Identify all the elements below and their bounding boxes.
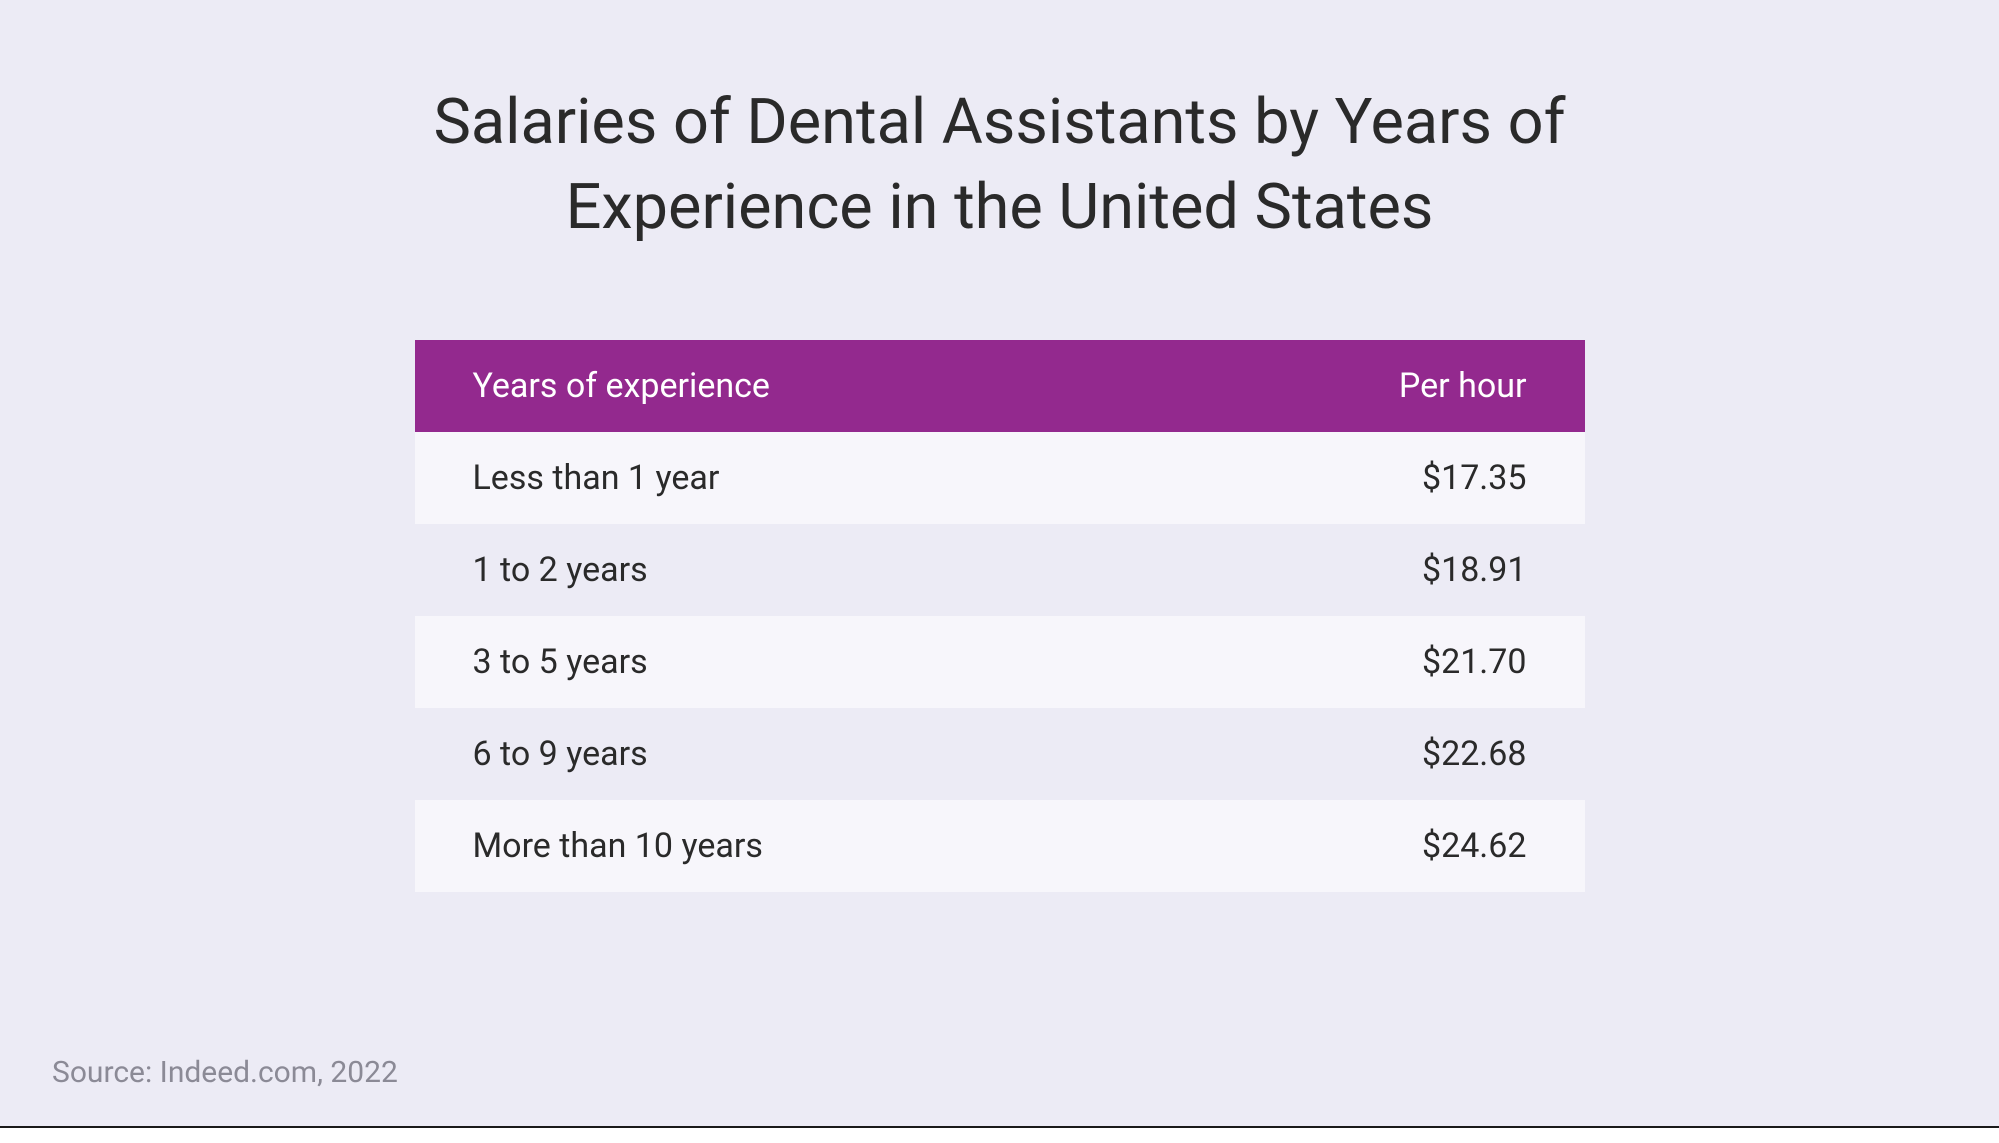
table-cell-experience: More than 10 years <box>473 826 763 866</box>
table-cell-perhour: $17.35 <box>1422 458 1527 498</box>
table-cell-experience: 6 to 9 years <box>473 734 648 774</box>
table-cell-experience: Less than 1 year <box>473 458 720 498</box>
table-header: Years of experience Per hour <box>415 340 1585 432</box>
table-row: More than 10 years $24.62 <box>415 800 1585 892</box>
content-panel: Salaries of Dental Assistants by Years o… <box>0 0 1999 1128</box>
source-attribution: Source: Indeed.com, 2022 <box>52 1055 398 1090</box>
table-cell-perhour: $22.68 <box>1422 734 1527 774</box>
table-cell-experience: 3 to 5 years <box>473 642 648 682</box>
table-row: 6 to 9 years $22.68 <box>415 708 1585 800</box>
table-header-col1: Years of experience <box>473 366 770 406</box>
page-title: Salaries of Dental Assistants by Years o… <box>350 80 1650 250</box>
table-row: Less than 1 year $17.35 <box>415 432 1585 524</box>
table-cell-experience: 1 to 2 years <box>473 550 648 590</box>
table-cell-perhour: $24.62 <box>1422 826 1527 866</box>
salary-table: Years of experience Per hour Less than 1… <box>415 340 1585 892</box>
table-cell-perhour: $18.91 <box>1422 550 1527 590</box>
page-frame: Salaries of Dental Assistants by Years o… <box>0 0 1999 1143</box>
table-cell-perhour: $21.70 <box>1422 642 1527 682</box>
table-header-col2: Per hour <box>1399 366 1527 406</box>
table-row: 1 to 2 years $18.91 <box>415 524 1585 616</box>
table-row: 3 to 5 years $21.70 <box>415 616 1585 708</box>
